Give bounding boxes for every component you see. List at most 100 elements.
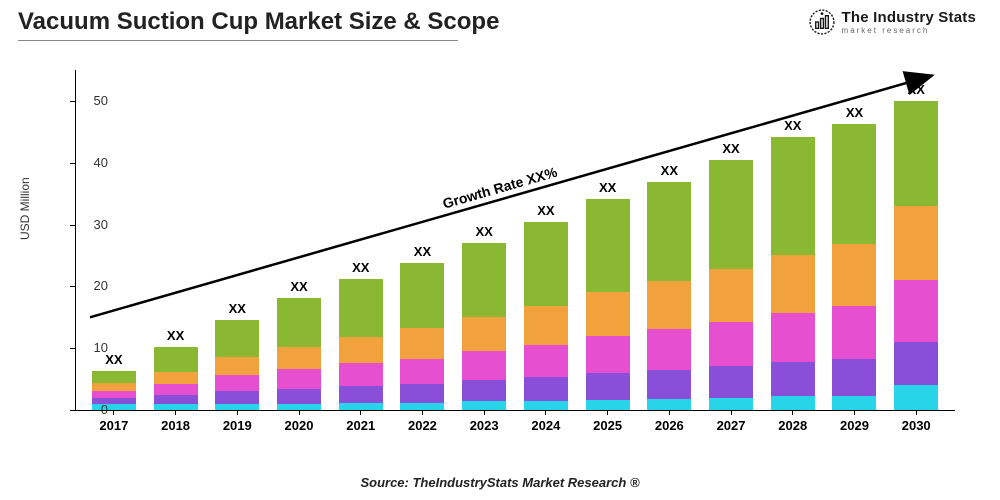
bar-segment	[462, 317, 506, 352]
bar-segment	[215, 320, 259, 357]
bar-segment	[894, 385, 938, 410]
bar-segment	[771, 362, 815, 397]
bar-segment	[339, 363, 383, 386]
bar-column: XX2024	[515, 203, 577, 410]
bar-segment	[709, 366, 753, 398]
logo-main-text: The Industry Stats	[842, 10, 976, 25]
bar-segment	[154, 395, 198, 404]
bar-value-label: XX	[846, 105, 863, 120]
x-tick-label: 2020	[285, 418, 314, 433]
bar-segment	[647, 182, 691, 281]
stacked-bar	[215, 320, 259, 410]
brand-logo: The Industry Stats market research	[808, 8, 976, 36]
source-caption: Source: TheIndustryStats Market Research…	[0, 475, 1000, 490]
bar-segment	[709, 398, 753, 410]
bar-segment	[400, 384, 444, 403]
bar-segment	[400, 263, 444, 329]
chart-plot-area: XX2017XX2018XX2019XX2020XX2021XX2022XX20…	[75, 70, 955, 410]
x-tick-label: 2027	[717, 418, 746, 433]
bar-segment	[894, 342, 938, 385]
bar-segment	[771, 313, 815, 362]
bar-segment	[154, 384, 198, 395]
bar-value-label: XX	[661, 163, 678, 178]
bar-segment	[894, 280, 938, 342]
bar-segment	[709, 322, 753, 367]
bar-segment	[524, 306, 568, 345]
bar-segment	[524, 222, 568, 305]
bar-segment	[586, 199, 630, 292]
bar-segment	[586, 292, 630, 336]
bar-column: XX2018	[145, 328, 207, 410]
bar-value-label: XX	[908, 82, 925, 97]
bar-value-label: XX	[167, 328, 184, 343]
bar-segment	[462, 243, 506, 317]
bar-segment	[524, 401, 568, 410]
bar-column: XX2022	[392, 244, 454, 410]
bar-value-label: XX	[290, 279, 307, 294]
bar-segment	[647, 399, 691, 410]
stacked-bar	[277, 298, 321, 410]
bar-segment	[462, 380, 506, 401]
bar-value-label: XX	[537, 203, 554, 218]
bar-segment	[894, 206, 938, 280]
bar-segment	[92, 371, 136, 383]
bar-segment	[647, 370, 691, 399]
y-tick-label: 10	[78, 340, 108, 355]
stacked-bar	[154, 347, 198, 410]
bar-segment	[771, 137, 815, 254]
bar-column: XX2025	[577, 180, 639, 410]
y-tick-label: 40	[78, 155, 108, 170]
bar-value-label: XX	[414, 244, 431, 259]
bar-segment	[647, 329, 691, 370]
x-tick-label: 2023	[470, 418, 499, 433]
bar-segment	[771, 396, 815, 410]
bar-segment	[586, 336, 630, 373]
bar-segment	[400, 328, 444, 358]
bar-segment	[215, 391, 259, 403]
bar-column: XX2028	[762, 118, 824, 410]
x-tick-label: 2025	[593, 418, 622, 433]
stacked-bar	[832, 124, 876, 410]
bar-column: XX2026	[638, 163, 700, 410]
bar-segment	[524, 345, 568, 378]
x-tick-label: 2019	[223, 418, 252, 433]
stacked-bar	[894, 101, 938, 410]
bar-value-label: XX	[476, 224, 493, 239]
bar-segment	[339, 386, 383, 403]
stacked-bar	[647, 182, 691, 410]
bar-segment	[339, 337, 383, 363]
bar-segment	[277, 389, 321, 404]
bar-group: XX2017XX2018XX2019XX2020XX2021XX2022XX20…	[75, 70, 955, 410]
bar-segment	[524, 377, 568, 400]
chart-title: Vacuum Suction Cup Market Size & Scope	[18, 8, 499, 36]
bar-segment	[832, 359, 876, 396]
x-tick-label: 2022	[408, 418, 437, 433]
bar-segment	[400, 359, 444, 384]
bar-column: XX2023	[453, 224, 515, 410]
bar-value-label: XX	[352, 260, 369, 275]
bar-column: XX2019	[206, 301, 268, 410]
bar-column: XX2029	[824, 105, 886, 410]
bar-segment	[277, 298, 321, 347]
y-axis-line	[75, 70, 76, 410]
bar-segment	[832, 124, 876, 244]
bar-segment	[339, 403, 383, 410]
y-axis-label: USD Million	[18, 177, 32, 240]
bar-segment	[832, 306, 876, 359]
bar-segment	[586, 373, 630, 400]
bar-segment	[647, 281, 691, 329]
gear-chart-icon	[808, 8, 836, 36]
stacked-bar	[339, 279, 383, 410]
x-tick-label: 2029	[840, 418, 869, 433]
bar-segment	[709, 160, 753, 269]
bar-segment	[771, 255, 815, 313]
bar-value-label: XX	[229, 301, 246, 316]
x-tick-label: 2024	[531, 418, 560, 433]
stacked-bar	[771, 137, 815, 410]
y-tick-label: 30	[78, 217, 108, 232]
y-tick-label: 20	[78, 278, 108, 293]
bar-column: XX2021	[330, 260, 392, 410]
stacked-bar	[586, 199, 630, 410]
x-axis-line	[75, 410, 955, 411]
bar-segment	[462, 401, 506, 410]
